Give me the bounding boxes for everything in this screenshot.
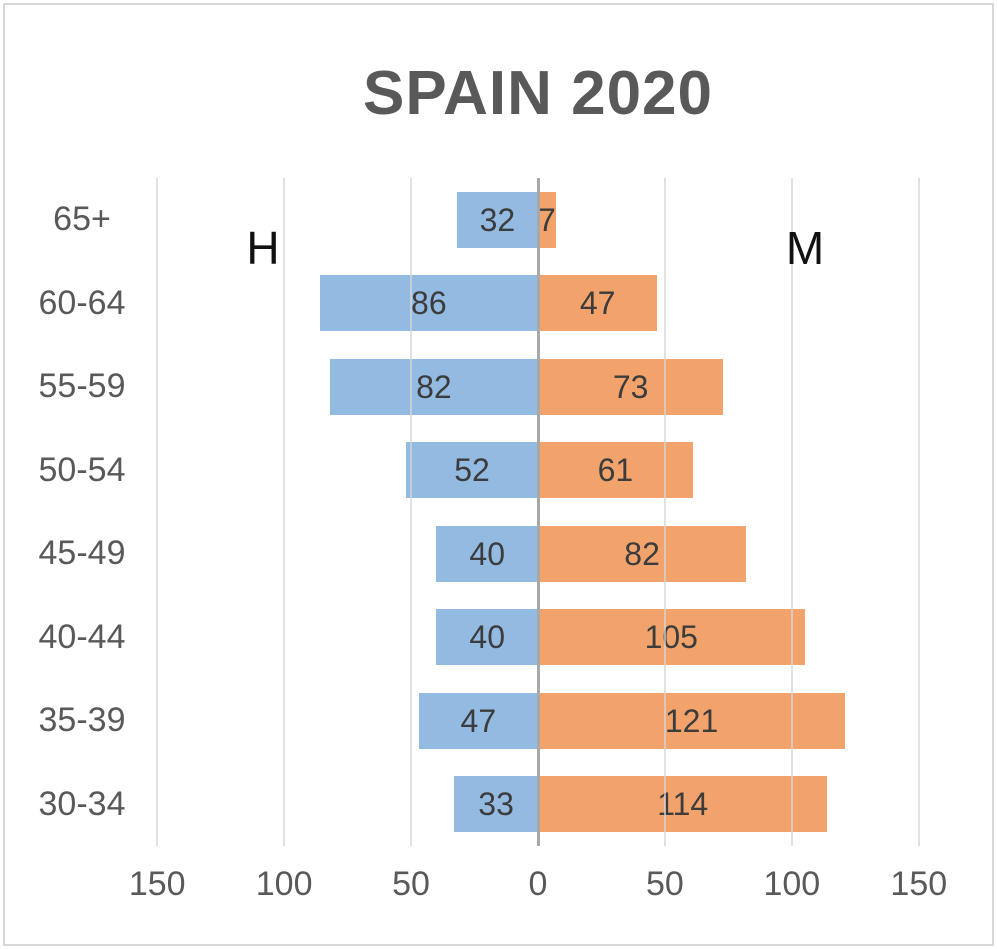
bar-m: 105 — [538, 609, 805, 666]
pyramid-row: 40-44 40 105 — [0, 596, 997, 680]
bar-h: 40 — [436, 525, 538, 582]
bar-m: 61 — [538, 442, 693, 499]
pyramid-row: 50-54 52 61 — [0, 429, 997, 513]
x-tick-label: 150 — [890, 865, 948, 903]
gridline — [663, 178, 666, 846]
bar-value-label: 7 — [537, 201, 556, 238]
category-label: 35-39 — [38, 701, 126, 739]
bar-m: 82 — [538, 525, 747, 582]
x-tick-label: 50 — [392, 865, 430, 903]
category-label: 40-44 — [38, 617, 126, 656]
bar-value-label: 86 — [411, 285, 447, 322]
bar-m: 7 — [537, 191, 556, 248]
category-label: 60-64 — [38, 283, 126, 322]
x-tick-label: 0 — [528, 865, 548, 903]
gridline — [917, 178, 920, 846]
zero-axis-line — [536, 178, 540, 846]
x-tick-label: 50 — [646, 865, 684, 903]
bar-value-label: 47 — [460, 702, 497, 739]
category-label: 65+ — [53, 200, 111, 238]
gridline — [156, 178, 159, 846]
bar-value-label: 33 — [478, 786, 514, 823]
bar-h: 47 — [418, 692, 538, 749]
bar-m: 121 — [538, 692, 846, 749]
category-label: 50-54 — [38, 450, 126, 489]
chart-title: SPAIN 2020 — [362, 59, 714, 128]
bar-h: 32 — [456, 191, 538, 248]
bar-value-label: 32 — [479, 201, 516, 238]
bar-value-label: 47 — [579, 285, 616, 322]
gridline — [283, 178, 286, 846]
bar-h: 52 — [405, 442, 538, 499]
bar-value-label: 61 — [597, 452, 634, 489]
pyramid-row: 45-49 40 82 — [0, 512, 997, 596]
gridline — [410, 178, 413, 846]
pyramid-row: 60-64 86 47 — [0, 262, 997, 346]
bar-h: 86 — [319, 275, 538, 332]
series-label-m: M — [785, 222, 825, 274]
x-tick-label: 100 — [763, 865, 821, 903]
category-label: 45-49 — [38, 534, 126, 572]
category-label: 55-59 — [38, 367, 126, 405]
x-tick-label: 100 — [255, 865, 313, 903]
gridline — [790, 178, 793, 846]
series-label-h: H — [246, 222, 280, 274]
bar-h: 33 — [454, 776, 538, 833]
bar-value-label: 40 — [469, 535, 506, 572]
bar-m: 114 — [538, 776, 828, 833]
bar-m: 47 — [538, 275, 658, 332]
bar-h: 40 — [436, 609, 538, 666]
x-axis: 150 100 50 0 50 100 150 — [0, 858, 997, 910]
pyramid-row: 55-59 82 73 — [0, 345, 997, 429]
bar-value-label: 73 — [612, 368, 649, 405]
pyramid-row: 30-34 33 114 — [0, 763, 997, 847]
bar-m: 73 — [538, 358, 724, 415]
bar-value-label: 82 — [624, 535, 660, 572]
x-tick-label: 150 — [128, 865, 186, 903]
bar-h: 82 — [329, 358, 538, 415]
bar-value-label: 40 — [469, 619, 506, 656]
pyramid-row: 35-39 47 121 — [0, 679, 997, 763]
category-label: 30-34 — [38, 784, 126, 823]
bar-value-label: 105 — [644, 619, 698, 656]
plot-area: 65+ 32 7 60-64 86 47 55-59 82 73 50-54 52 61 45-49 40… — [0, 178, 997, 846]
bar-value-label: 82 — [416, 368, 452, 405]
bar-value-label: 52 — [454, 452, 490, 489]
bar-value-label: 121 — [664, 702, 719, 739]
pyramid-row: 65+ 32 7 — [0, 178, 997, 262]
